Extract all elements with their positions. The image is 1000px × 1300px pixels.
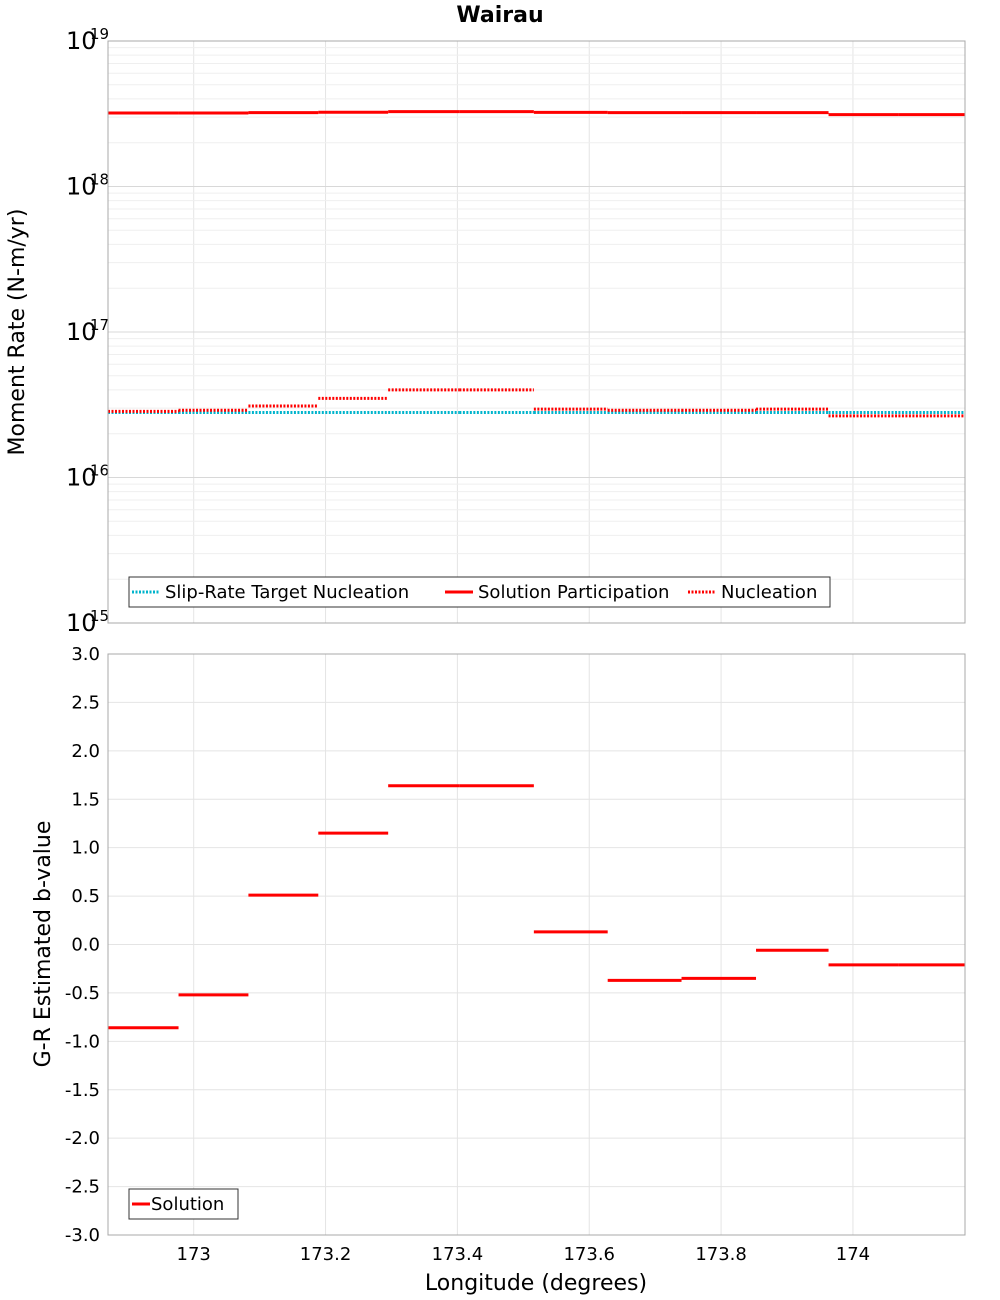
legend-label-solution: Solution — [151, 1194, 224, 1215]
y-tick-label: 2.5 — [71, 692, 100, 713]
y-tick-label: -1.5 — [65, 1080, 100, 1101]
y-tick-base: 10 — [66, 173, 97, 201]
y-tick-exponent: 15 — [90, 607, 109, 625]
y-tick-label: 3.0 — [71, 644, 100, 665]
moment-rate-y-axis-label: Moment Rate (N-m/yr) — [5, 209, 30, 456]
y-tick-exponent: 17 — [90, 316, 109, 334]
b-value-x-ticks: 173 173.2 173.4 173.6 173.8 174 — [177, 1244, 871, 1265]
y-tick-label: 2.0 — [71, 741, 100, 762]
chart-title: Wairau — [456, 3, 543, 28]
x-tick-label: 173.6 — [563, 1244, 615, 1265]
y-tick-exponent: 16 — [90, 462, 109, 480]
y-tick-base: 10 — [66, 27, 97, 55]
b-value-legend: Solution — [128, 1188, 239, 1220]
x-axis-label: Longitude (degrees) — [425, 1271, 647, 1296]
x-tick-label: 173.2 — [300, 1244, 352, 1265]
y-tick-label: 1.0 — [71, 838, 100, 859]
y-tick-label: -3.0 — [65, 1225, 100, 1246]
x-tick-label: 174 — [836, 1244, 870, 1265]
moment-rate-series — [108, 110, 965, 418]
x-tick-label: 173 — [177, 1244, 211, 1265]
y-tick-label: -2.0 — [65, 1128, 100, 1149]
b-value-y-ticks: 3.0 2.5 2.0 1.5 1.0 0.5 0.0 -0.5 -1.0 -1.5 -2.0 -2.… — [65, 644, 100, 1246]
b-value-y-axis-label: G-R Estimated b-value — [31, 821, 56, 1068]
b-value-plot-area-border — [107, 653, 966, 1236]
b-value-series — [108, 784, 965, 1030]
moment-rate-plot-area-border — [107, 40, 966, 624]
y-tick-base: 10 — [66, 609, 97, 637]
y-tick-label: 1.5 — [71, 789, 100, 810]
y-tick-exponent: 18 — [90, 171, 109, 189]
moment-rate-legend: Slip-Rate Target Nucleation Solution Part… — [128, 576, 831, 608]
x-tick-label: 173.8 — [695, 1244, 747, 1265]
b-value-panel: 3.0 2.5 2.0 1.5 1.0 0.5 0.0 -0.5 -1.0 -1.5 -2.0 -2.… — [31, 644, 966, 1296]
legend-label-nucleation: Nucleation — [721, 582, 817, 603]
y-tick-base: 10 — [66, 318, 97, 346]
legend-label-solution-participation: Solution Participation — [478, 582, 669, 603]
y-tick-label: 0.0 — [71, 935, 100, 956]
y-tick-label: -1.0 — [65, 1031, 100, 1052]
y-tick-exponent: 19 — [90, 25, 109, 43]
legend-label-slip-rate-target-nucleation: Slip-Rate Target Nucleation — [165, 582, 409, 603]
y-tick-base: 10 — [66, 464, 97, 492]
y-tick-label: 0.5 — [71, 886, 100, 907]
y-tick-label: -2.5 — [65, 1177, 100, 1198]
y-tick-label: -0.5 — [65, 983, 100, 1004]
x-tick-label: 173.4 — [432, 1244, 484, 1265]
